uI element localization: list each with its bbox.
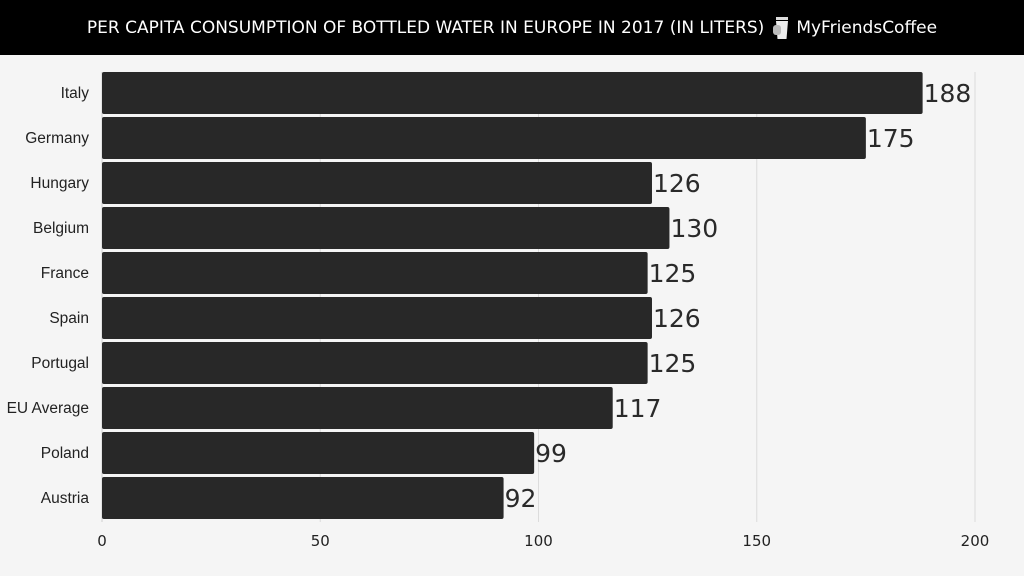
data-label: 130 <box>670 214 718 243</box>
category-label: Poland <box>41 445 89 462</box>
data-label: 99 <box>535 439 567 468</box>
coffee-cup-icon <box>773 16 789 39</box>
bar <box>102 432 535 474</box>
category-label: Portugal <box>31 355 89 372</box>
data-label: 126 <box>653 304 701 333</box>
chart-header: PER CAPITA CONSUMPTION OF BOTTLED WATER … <box>0 0 1024 55</box>
data-label: 175 <box>867 124 915 153</box>
bar <box>102 387 613 429</box>
x-tick-label: 50 <box>311 532 330 550</box>
bar <box>102 297 652 339</box>
category-label: Italy <box>61 85 90 102</box>
bar <box>102 72 923 114</box>
category-label: Germany <box>25 130 89 147</box>
bar <box>102 162 652 204</box>
bar <box>102 252 648 294</box>
bar <box>102 477 504 519</box>
category-label: Belgium <box>33 220 89 237</box>
data-label: 125 <box>649 259 697 288</box>
chart-title: PER CAPITA CONSUMPTION OF BOTTLED WATER … <box>86 17 765 38</box>
brand-logo: MyFriendsCoffee <box>772 16 937 40</box>
bar-chart: 0 50 100 150 200 Italy 188 Germany 175 Hungary 126… <box>7 72 990 550</box>
bar <box>102 117 866 159</box>
category-label: France <box>41 265 89 282</box>
x-tick-label: 100 <box>524 532 553 550</box>
data-label: 117 <box>614 394 662 423</box>
data-label: 92 <box>505 484 537 513</box>
data-label: 126 <box>653 169 701 198</box>
x-tick-label: 200 <box>961 532 990 550</box>
data-label: 188 <box>924 79 972 108</box>
bar <box>102 207 670 249</box>
category-label: Spain <box>49 310 89 327</box>
category-label: Austria <box>41 490 90 507</box>
category-label: EU Average <box>7 400 89 417</box>
category-label: Hungary <box>30 175 89 192</box>
brand-name: MyFriendsCoffee <box>796 17 938 38</box>
data-label: 125 <box>649 349 697 378</box>
x-tick-label: 150 <box>742 532 771 550</box>
x-tick-label: 0 <box>97 532 107 550</box>
bar <box>102 342 648 384</box>
